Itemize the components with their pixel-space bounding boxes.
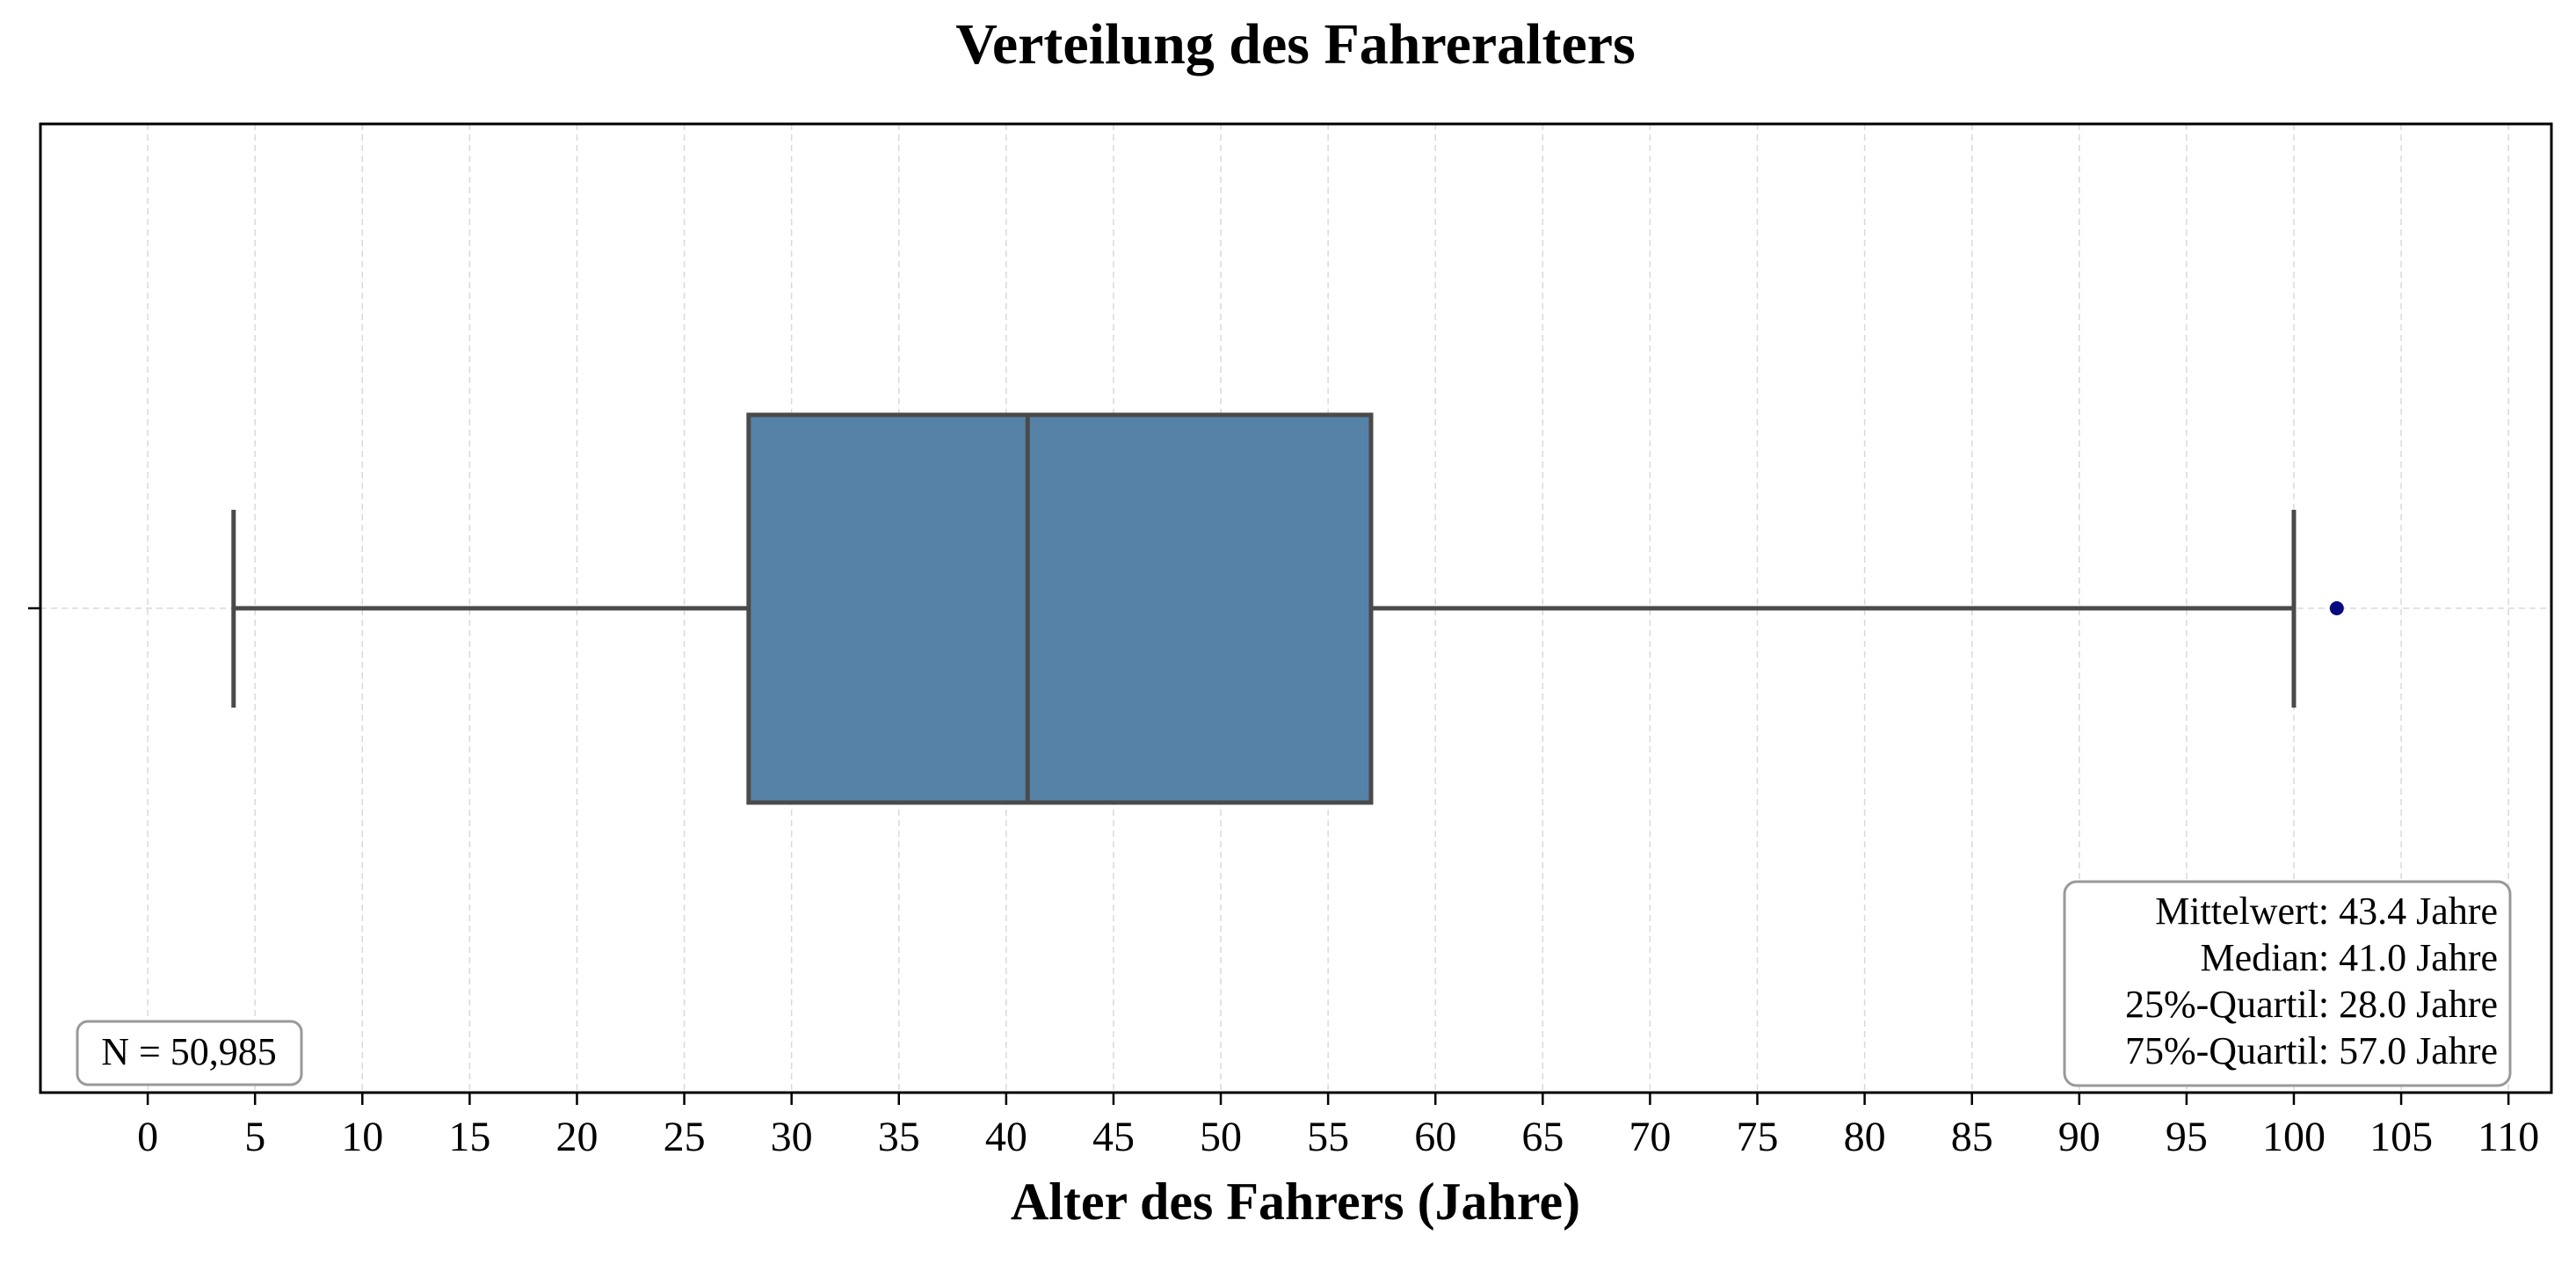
x-tick-label: 35 <box>878 1114 920 1160</box>
x-tick-label: 80 <box>1844 1114 1886 1160</box>
x-tick-label: 70 <box>1629 1114 1671 1160</box>
x-axis-ticks: 0 5 10 15 20 25 30 35 40 45 50 55 60 65 70 75 80 85 90 95 10… <box>137 1093 2539 1160</box>
count-annotation-frame <box>76 1020 303 1086</box>
chart-title: Verteilung des Fahreralters <box>955 12 1636 76</box>
x-axis-label: Alter des Fahrers (Jahre) <box>1011 1173 1580 1231</box>
stats-annotation: Mittelwert: 43.4 Jahre Median: 41.0 Jahr… <box>2063 880 2512 1087</box>
stats-annotation-frame <box>2063 880 2512 1087</box>
x-tick-label: 105 <box>2369 1114 2433 1160</box>
x-tick-label: 85 <box>1951 1114 1993 1160</box>
x-tick-label: 50 <box>1200 1114 1242 1160</box>
x-tick-label: 45 <box>1092 1114 1135 1160</box>
count-annotation: N = 50,985 <box>76 1020 303 1086</box>
stats-line-mean: Mittelwert: 43.4 Jahre <box>2155 890 2498 933</box>
x-tick-label: 55 <box>1307 1114 1349 1160</box>
x-tick-label: 60 <box>1414 1114 1456 1160</box>
x-tick-label: 75 <box>1737 1114 1779 1160</box>
x-tick-label: 40 <box>985 1114 1027 1160</box>
box-plot <box>231 412 2344 805</box>
x-tick-label: 15 <box>448 1114 490 1160</box>
stats-line-median: Median: 41.0 Jahre <box>2201 936 2498 979</box>
interquartile-box <box>746 412 1374 805</box>
x-tick-label: 100 <box>2262 1114 2326 1160</box>
x-tick-label: 20 <box>555 1114 598 1160</box>
x-tick-label: 30 <box>771 1114 813 1160</box>
x-tick-label: 0 <box>137 1114 158 1160</box>
x-tick-label: 10 <box>341 1114 383 1160</box>
x-tick-label: 25 <box>664 1114 706 1160</box>
count-annotation-text: N = 50,985 <box>101 1030 277 1073</box>
stats-line-q3: 75%-Quartil: 57.0 Jahre <box>2125 1029 2498 1072</box>
x-tick-label: 95 <box>2166 1114 2208 1160</box>
stats-line-q1: 25%-Quartil: 28.0 Jahre <box>2125 983 2498 1026</box>
x-tick-label: 65 <box>1521 1114 1564 1160</box>
x-tick-label: 5 <box>244 1114 265 1160</box>
x-tick-label: 110 <box>2478 1114 2539 1160</box>
outlier-point <box>2329 601 2344 615</box>
x-tick-label: 90 <box>2058 1114 2101 1160</box>
